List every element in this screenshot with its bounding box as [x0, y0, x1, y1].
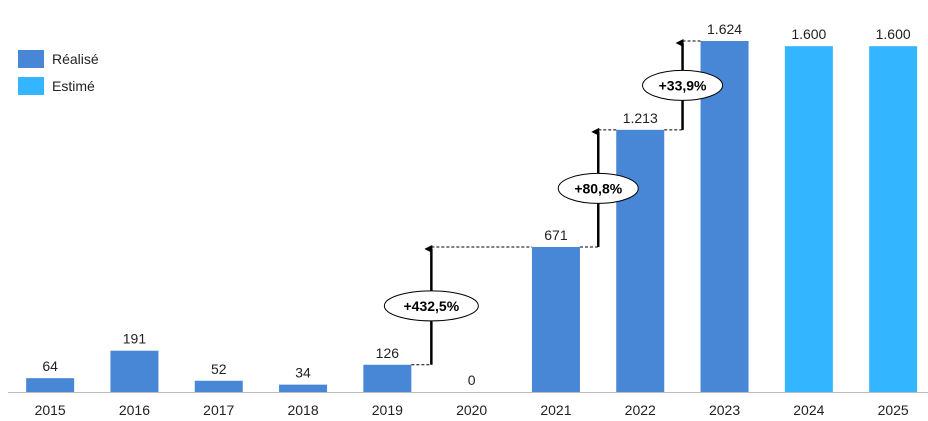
value-label-2021: 671 [544, 227, 568, 243]
x-tick-label-2024: 2024 [793, 402, 824, 418]
value-label-2020: 0 [468, 372, 476, 388]
bars-layer [26, 41, 918, 392]
x-axis-tick-labels: 2015 2016 2017 2018 2019 2020 2021 2022 2023 2024… [35, 402, 909, 418]
bar-2018 [279, 384, 328, 392]
growth-label: +33,9% [659, 77, 707, 93]
x-tick-label-2019: 2019 [372, 402, 403, 418]
value-label-2017: 52 [211, 361, 227, 377]
bar-2025 [869, 46, 918, 392]
value-label-2024: 1.600 [791, 26, 826, 42]
value-labels: 64 191 52 34 126 0 671 1.213 1.624 1.600 1.600 [42, 21, 911, 388]
value-label-2022: 1.213 [623, 110, 658, 126]
growth-badge [557, 172, 639, 204]
growth-annotation-2021-2022: +80,8% [557, 127, 639, 248]
value-label-2018: 34 [295, 365, 311, 381]
x-tick-label-2015: 2015 [35, 402, 66, 418]
growth-label: +432,5% [404, 298, 460, 314]
value-label-2023: 1.624 [707, 21, 742, 37]
x-tick-label-2018: 2018 [287, 402, 318, 418]
growth-annotation-2019-2021: +432,5% [383, 244, 532, 366]
bar-2021 [531, 246, 580, 392]
x-tick-label-2017: 2017 [203, 402, 234, 418]
legend-label-realise: Réalisé [52, 51, 99, 67]
x-tick-label-2023: 2023 [709, 402, 740, 418]
x-tick-label-2022: 2022 [625, 402, 656, 418]
x-tick-label-2025: 2025 [878, 402, 909, 418]
bar-2016 [110, 350, 159, 392]
bar-2024 [784, 46, 833, 392]
value-label-2025: 1.600 [876, 26, 911, 42]
x-tick-label-2016: 2016 [119, 402, 150, 418]
bar-2017 [194, 380, 243, 392]
x-tick-label-2020: 2020 [456, 402, 487, 418]
growth-connectors: +432,5% +80,8% +33,9% [383, 39, 724, 366]
x-tick-label-2021: 2021 [540, 402, 571, 418]
growth-badge [383, 290, 479, 322]
legend-label-estime: Estimé [52, 78, 95, 94]
legend-swatch-realise [18, 50, 44, 68]
value-label-2016: 191 [123, 331, 147, 347]
growth-badge [642, 69, 724, 101]
legend-item-realise: Réalisé [18, 50, 99, 68]
growth-annotation-2022-2023: +33,9% [642, 39, 724, 131]
value-label-2019: 126 [376, 345, 400, 361]
legend: Réalisé Estimé [18, 50, 99, 104]
growth-label: +80,8% [574, 180, 622, 196]
bar-2023 [700, 41, 749, 392]
bar-2015 [26, 378, 75, 392]
legend-item-estime: Estimé [18, 77, 99, 95]
bar-2019 [363, 364, 412, 392]
bar-2022 [616, 129, 665, 392]
legend-swatch-estime [18, 77, 44, 95]
value-label-2015: 64 [42, 358, 58, 374]
